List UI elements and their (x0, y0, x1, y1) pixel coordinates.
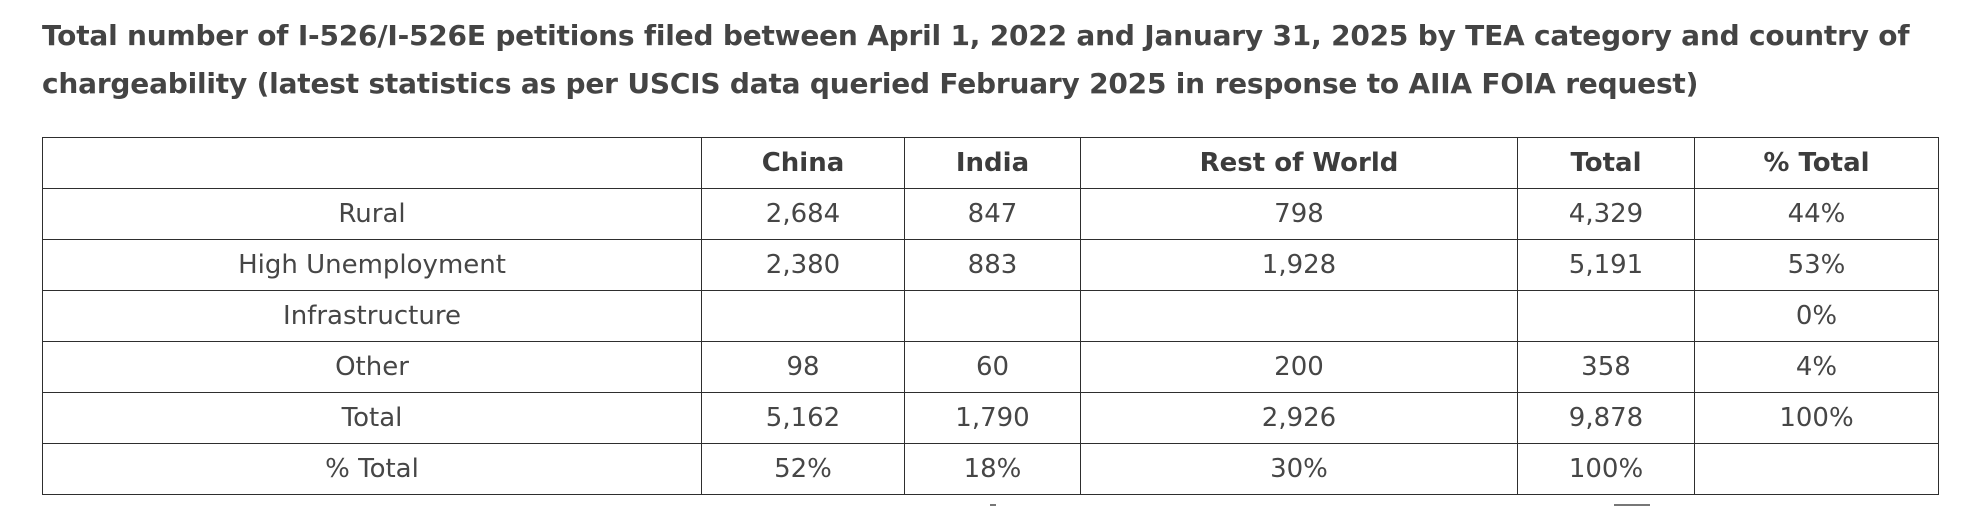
table-cell: 358 (1517, 341, 1695, 393)
row-label-cell: Other (42, 341, 702, 393)
row-label-cell: % Total (42, 443, 702, 495)
table-row: Infrastructure 0% (42, 290, 1939, 342)
table-cell: 1,928 (1080, 239, 1518, 291)
table-cell: 53% (1694, 239, 1939, 291)
table-cell: 4% (1694, 341, 1939, 393)
table-cell: 2,380 (701, 239, 905, 291)
row-label-cell: Infrastructure (42, 290, 702, 342)
table-cell: 200 (1080, 341, 1518, 393)
table-row: Total 5,162 1,790 2,926 9,878 100% (42, 392, 1939, 444)
header-cell-china: China (701, 137, 905, 189)
table-cell: 883 (904, 239, 1081, 291)
table-cell: 9,878 (1517, 392, 1695, 444)
table-cell (1517, 290, 1695, 342)
table-cell: 18% (904, 443, 1081, 495)
table-cell: 0% (1694, 290, 1939, 342)
header-cell-percent-total: % Total (1694, 137, 1939, 189)
table-cell (701, 290, 905, 342)
table-cell: 100% (1517, 443, 1695, 495)
row-label-cell: Rural (42, 188, 702, 240)
cropped-text-fragment (1614, 504, 1650, 510)
table-row: Other 98 60 200 358 4% (42, 341, 1939, 393)
table-cell: 52% (701, 443, 905, 495)
cropped-text-fragment (990, 504, 996, 510)
table-row: High Unemployment 2,380 883 1,928 5,191 … (42, 239, 1939, 291)
table-cell: 44% (1694, 188, 1939, 240)
row-label-cell: Total (42, 392, 702, 444)
table-cell: 30% (1080, 443, 1518, 495)
table-cell: 5,162 (701, 392, 905, 444)
table-row: Rural 2,684 847 798 4,329 44% (42, 188, 1939, 240)
header-cell-category (42, 137, 702, 189)
table-row: % Total 52% 18% 30% 100% (42, 443, 1939, 495)
table-cell (904, 290, 1081, 342)
table-header-row: China India Rest of World Total % Total (42, 137, 1939, 189)
table-cell: 5,191 (1517, 239, 1695, 291)
table-cell (1080, 290, 1518, 342)
table-cell: 1,790 (904, 392, 1081, 444)
table-cell: 2,926 (1080, 392, 1518, 444)
table-cell: 98 (701, 341, 905, 393)
table-cell: 60 (904, 341, 1081, 393)
row-label-cell: High Unemployment (42, 239, 702, 291)
header-cell-total: Total (1517, 137, 1695, 189)
table-cell: 847 (904, 188, 1081, 240)
table-cell: 100% (1694, 392, 1939, 444)
header-cell-rest-of-world: Rest of World (1080, 137, 1518, 189)
petitions-table: China India Rest of World Total % Total … (42, 137, 1939, 495)
header-cell-india: India (904, 137, 1081, 189)
table-cell: 2,684 (701, 188, 905, 240)
page-title: Total number of I-526/I-526E petitions f… (42, 19, 1910, 100)
table-cell: 798 (1080, 188, 1518, 240)
table-cell (1694, 443, 1939, 495)
table-cell: 4,329 (1517, 188, 1695, 240)
